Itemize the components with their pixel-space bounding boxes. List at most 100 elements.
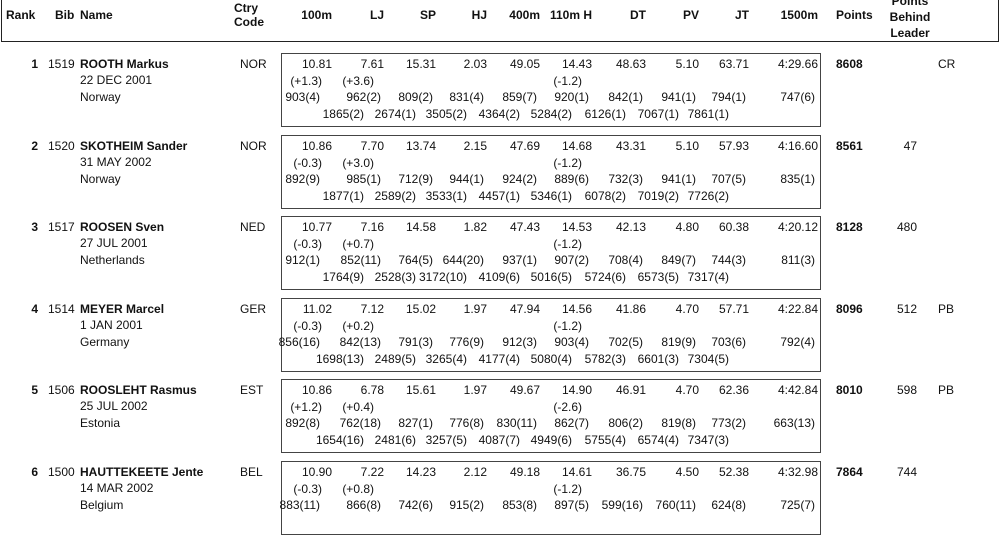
event-points: 663(13) [773,416,815,431]
result: 14.58 [405,220,436,235]
result: 57.93 [718,138,749,153]
header-behind: Leader [890,26,930,40]
event-points: 862(7) [554,416,589,431]
wind: (+1.3) [290,74,322,88]
country-code: NED [240,220,266,235]
record-note: PB [938,301,955,316]
wind: (-1.2) [553,74,582,88]
header-event: 400m [509,8,540,22]
event-points: 842(13) [339,334,381,349]
country-code: NOR [240,138,267,153]
result: 14.23 [405,465,436,479]
rank: 1 [31,57,38,71]
wind: (-2.6) [553,400,582,415]
result: 47.69 [509,138,540,153]
result: 1.97 [463,301,487,316]
cumulative-points: 3265(4) [425,351,467,366]
cumulative-points: 7861(1) [687,107,729,121]
event-points: 856(16) [278,334,320,349]
performance-box [281,216,821,291]
country-code: NOR [240,57,267,71]
result: 46.91 [615,383,646,398]
result: 14.90 [561,383,592,398]
performance-box [281,379,821,454]
result: 1.97 [463,383,487,398]
result: 52.38 [718,465,749,479]
result: 10.77 [301,220,332,235]
total-points: 7864 [836,465,863,479]
event-points: 849(7) [661,253,696,268]
event-points: 776(9) [449,334,484,349]
event-points: 985(1) [346,171,381,186]
athlete-name: SKOTHEIM Sander [80,138,188,153]
country: Germany [80,334,130,349]
event-points: 744(3) [711,253,746,268]
event-points: 703(6) [711,334,746,349]
event-points: 794(1) [711,90,746,104]
wind: (+0.2) [342,318,374,333]
result: 11.02 [302,301,332,316]
points-behind: 47 [903,138,917,153]
record-note: CR [938,57,956,71]
result: 15.61 [405,383,436,398]
result: 14.56 [561,301,592,316]
birth-date: 14 MAR 2002 [80,481,154,495]
event-points: 708(4) [608,253,643,268]
points-behind: 512 [896,301,917,316]
result: 4:42.84 [777,383,818,398]
event-points: 732(3) [608,171,643,186]
header-name: Name [80,8,113,22]
cumulative-points: 4949(6) [530,433,572,448]
result: 5.10 [675,138,699,153]
bib: 1500 [48,465,75,479]
performance-box [281,297,821,372]
cumulative-points: 5284(2) [530,107,572,121]
event-points: 892(9) [285,171,320,186]
cumulative-points: 5724(6) [584,270,626,285]
cumulative-points: 2589(2) [374,188,416,203]
event-points: 842(1) [608,90,643,104]
event-points: 903(4) [554,334,589,349]
result: 57.71 [718,301,749,316]
athlete-name: HAUTTEKEETE Jente [80,465,204,479]
athlete-name: ROOSLEHT Rasmus [80,383,197,398]
result: 49.67 [509,383,540,398]
cumulative-points: 1865(2) [322,107,364,121]
cumulative-points: 2489(5) [374,351,416,366]
result: 14.43 [561,57,592,71]
header-event: 1500m [780,8,818,22]
cumulative-points: 4457(1) [478,188,520,203]
bib: 1506 [48,383,75,398]
event-points: 712(9) [398,171,433,186]
result: 10.81 [301,57,332,71]
birth-date: 1 JAN 2001 [80,317,143,332]
performance-box [281,53,821,127]
cumulative-points: 7317(4) [687,270,729,285]
event-points: 819(8) [661,416,696,431]
country: Belgium [80,498,124,512]
event-points: 924(2) [502,171,537,186]
event-points: 764(5) [398,253,433,268]
rank: 6 [31,465,38,479]
cumulative-points: 1698(13) [315,351,364,366]
birth-date: 22 DEC 2001 [80,73,153,87]
event-points: 809(2) [398,90,433,104]
header-country: Code [234,15,264,29]
bib: 1520 [48,138,75,153]
cumulative-points: 1654(16) [315,433,364,448]
event-points: 762(18) [339,416,381,431]
result: 2.12 [463,465,487,479]
event-points: 944(1) [449,171,484,186]
cumulative-points: 7019(2) [637,188,679,203]
cumulative-points: 5755(4) [584,433,626,448]
event-points: 827(1) [398,416,433,431]
result: 4.70 [675,383,699,398]
event-points: 811(3) [781,253,815,268]
record-note: PB [938,383,955,398]
points-behind: 598 [896,383,917,398]
header-behind: Points [891,0,929,8]
cumulative-points: 4109(6) [478,270,520,285]
header-behind: Behind [889,10,931,24]
header-event: HJ [471,8,487,22]
wind: (-0.3) [293,482,322,496]
